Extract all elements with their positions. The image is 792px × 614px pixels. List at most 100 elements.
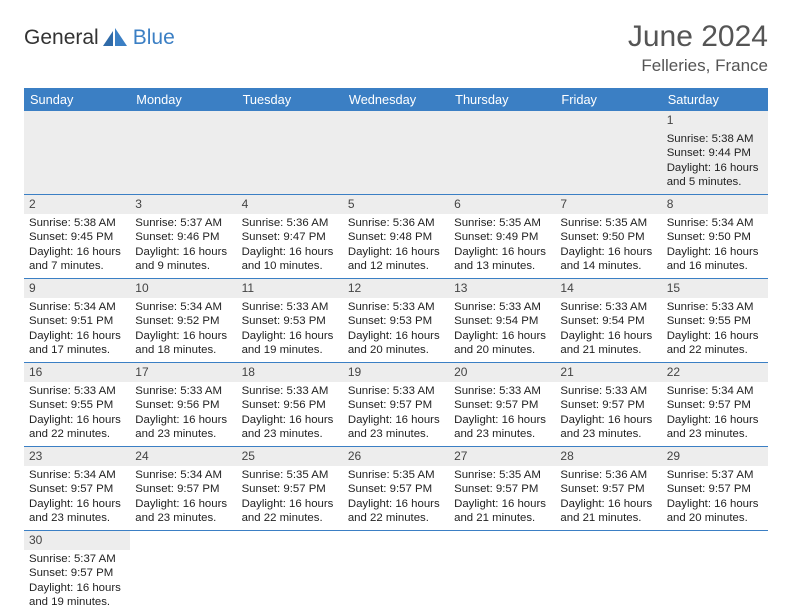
calendar-cell — [449, 531, 555, 614]
calendar-row: 1 Sunrise: 5:38 AMSunset: 9:44 PMDaylight… — [24, 111, 768, 195]
day-details: Sunrise: 5:33 AMSunset: 9:57 PMDaylight:… — [454, 384, 550, 441]
calendar-cell: 17 Sunrise: 5:33 AMSunset: 9:56 PMDayligh… — [130, 363, 236, 447]
calendar-cell: 18 Sunrise: 5:33 AMSunset: 9:56 PMDayligh… — [237, 363, 343, 447]
day-details: Sunrise: 5:34 AMSunset: 9:51 PMDaylight:… — [29, 300, 125, 357]
calendar-cell: 29 Sunrise: 5:37 AMSunset: 9:57 PMDayligh… — [662, 447, 768, 531]
calendar-row: 9 Sunrise: 5:34 AMSunset: 9:51 PMDaylight… — [24, 279, 768, 363]
calendar-row: 23 Sunrise: 5:34 AMSunset: 9:57 PMDayligh… — [24, 447, 768, 531]
calendar-cell — [24, 111, 130, 195]
calendar-cell — [343, 531, 449, 614]
calendar-cell: 3Sunrise: 5:37 AMSunset: 9:46 PMDaylight… — [130, 195, 236, 279]
calendar-cell: 25 Sunrise: 5:35 AMSunset: 9:57 PMDayligh… — [237, 447, 343, 531]
calendar-cell: 10Sunrise: 5:34 AMSunset: 9:52 PMDayligh… — [130, 279, 236, 363]
calendar-cell: 21Sunrise: 5:33 AMSunset: 9:57 PMDayligh… — [555, 363, 661, 447]
day-details: Sunrise: 5:34 AMSunset: 9:57 PMDaylight:… — [135, 468, 231, 525]
calendar-cell — [237, 531, 343, 614]
day-details: Sunrise: 5:35 AMSunset: 9:49 PMDaylight:… — [454, 216, 550, 273]
day-details: Sunrise: 5:33 AMSunset: 9:57 PMDaylight:… — [348, 384, 444, 441]
day-details: Sunrise: 5:36 AMSunset: 9:47 PMDaylight:… — [242, 216, 338, 273]
calendar-cell: 20 Sunrise: 5:33 AMSunset: 9:57 PMDayligh… — [449, 363, 555, 447]
weekday-header: Saturday — [662, 88, 768, 111]
day-number: 17 — [130, 363, 236, 382]
weekday-header-row: Sunday Monday Tuesday Wednesday Thursday… — [24, 88, 768, 111]
day-details: Sunrise: 5:34 AMSunset: 9:57 PMDaylight:… — [29, 468, 125, 525]
day-number: 18 — [237, 363, 343, 382]
calendar-cell: 19 Sunrise: 5:33 AMSunset: 9:57 PMDayligh… — [343, 363, 449, 447]
day-number: 30 — [24, 531, 130, 550]
day-details: Sunrise: 5:36 AMSunset: 9:57 PMDaylight:… — [560, 468, 656, 525]
calendar-cell: 5Sunrise: 5:36 AMSunset: 9:48 PMDaylight… — [343, 195, 449, 279]
day-number: 19 — [343, 363, 449, 382]
calendar-cell: 27 Sunrise: 5:35 AMSunset: 9:57 PMDayligh… — [449, 447, 555, 531]
calendar-cell: 8Sunrise: 5:34 AMSunset: 9:50 PMDaylight… — [662, 195, 768, 279]
day-details: Sunrise: 5:33 AMSunset: 9:54 PMDaylight:… — [454, 300, 550, 357]
day-details: Sunrise: 5:33 AMSunset: 9:56 PMDaylight:… — [242, 384, 338, 441]
calendar-cell: 7Sunrise: 5:35 AMSunset: 9:50 PMDaylight… — [555, 195, 661, 279]
calendar-cell: 23 Sunrise: 5:34 AMSunset: 9:57 PMDayligh… — [24, 447, 130, 531]
calendar-cell: 13 Sunrise: 5:33 AMSunset: 9:54 PMDayligh… — [449, 279, 555, 363]
day-details: Sunrise: 5:33 AMSunset: 9:56 PMDaylight:… — [135, 384, 231, 441]
day-number: 28 — [555, 447, 661, 466]
day-number: 11 — [237, 279, 343, 298]
day-number: 6 — [449, 195, 555, 214]
logo: General Blue — [24, 26, 175, 50]
day-details: Sunrise: 5:33 AMSunset: 9:53 PMDaylight:… — [242, 300, 338, 357]
day-number: 23 — [24, 447, 130, 466]
calendar-cell — [555, 531, 661, 614]
day-details: Sunrise: 5:38 AMSunset: 9:44 PMDaylight:… — [667, 132, 763, 189]
weekday-header: Tuesday — [237, 88, 343, 111]
day-number: 27 — [449, 447, 555, 466]
day-number: 29 — [662, 447, 768, 466]
day-details: Sunrise: 5:35 AMSunset: 9:50 PMDaylight:… — [560, 216, 656, 273]
calendar-cell: 30 Sunrise: 5:37 AMSunset: 9:57 PMDayligh… — [24, 531, 130, 614]
day-number: 3 — [130, 195, 236, 214]
calendar-cell — [449, 111, 555, 195]
day-number: 4 — [237, 195, 343, 214]
day-details: Sunrise: 5:35 AMSunset: 9:57 PMDaylight:… — [454, 468, 550, 525]
calendar-cell: 12Sunrise: 5:33 AMSunset: 9:53 PMDayligh… — [343, 279, 449, 363]
day-number: 25 — [237, 447, 343, 466]
day-number: 26 — [343, 447, 449, 466]
day-number: 5 — [343, 195, 449, 214]
day-details: Sunrise: 5:33 AMSunset: 9:55 PMDaylight:… — [667, 300, 763, 357]
calendar-cell — [343, 111, 449, 195]
calendar-cell: 24Sunrise: 5:34 AMSunset: 9:57 PMDayligh… — [130, 447, 236, 531]
title-block: June 2024 Felleries, France — [628, 20, 768, 76]
day-number: 15 — [662, 279, 768, 298]
day-details: Sunrise: 5:33 AMSunset: 9:57 PMDaylight:… — [560, 384, 656, 441]
calendar-cell — [662, 531, 768, 614]
logo-sail-icon — [103, 28, 129, 48]
day-number: 14 — [555, 279, 661, 298]
day-details: Sunrise: 5:33 AMSunset: 9:53 PMDaylight:… — [348, 300, 444, 357]
day-number: 22 — [662, 363, 768, 382]
header: General Blue June 2024 Felleries, France — [24, 20, 768, 76]
day-details: Sunrise: 5:38 AMSunset: 9:45 PMDaylight:… — [29, 216, 125, 273]
logo-text-blue: Blue — [133, 26, 175, 50]
day-number: 8 — [662, 195, 768, 214]
day-details: Sunrise: 5:35 AMSunset: 9:57 PMDaylight:… — [242, 468, 338, 525]
month-title: June 2024 — [628, 20, 768, 54]
calendar-cell: 22Sunrise: 5:34 AMSunset: 9:57 PMDayligh… — [662, 363, 768, 447]
weekday-header: Monday — [130, 88, 236, 111]
calendar-cell — [555, 111, 661, 195]
day-details: Sunrise: 5:37 AMSunset: 9:57 PMDaylight:… — [667, 468, 763, 525]
day-number: 1 — [662, 111, 768, 130]
weekday-header: Friday — [555, 88, 661, 111]
calendar-row: 16 Sunrise: 5:33 AMSunset: 9:55 PMDayligh… — [24, 363, 768, 447]
weekday-header: Thursday — [449, 88, 555, 111]
day-number: 20 — [449, 363, 555, 382]
weekday-header: Wednesday — [343, 88, 449, 111]
calendar-cell: 1 Sunrise: 5:38 AMSunset: 9:44 PMDaylight… — [662, 111, 768, 195]
day-number: 9 — [24, 279, 130, 298]
day-details: Sunrise: 5:37 AMSunset: 9:57 PMDaylight:… — [29, 552, 125, 609]
day-details: Sunrise: 5:35 AMSunset: 9:57 PMDaylight:… — [348, 468, 444, 525]
day-number: 16 — [24, 363, 130, 382]
calendar-cell: 6 Sunrise: 5:35 AMSunset: 9:49 PMDaylight… — [449, 195, 555, 279]
calendar-cell: 26 Sunrise: 5:35 AMSunset: 9:57 PMDayligh… — [343, 447, 449, 531]
calendar-row: 2Sunrise: 5:38 AMSunset: 9:45 PMDaylight… — [24, 195, 768, 279]
calendar-cell: 28 Sunrise: 5:36 AMSunset: 9:57 PMDayligh… — [555, 447, 661, 531]
calendar-table: Sunday Monday Tuesday Wednesday Thursday… — [24, 88, 768, 614]
calendar-cell: 16 Sunrise: 5:33 AMSunset: 9:55 PMDayligh… — [24, 363, 130, 447]
day-details: Sunrise: 5:33 AMSunset: 9:55 PMDaylight:… — [29, 384, 125, 441]
day-number: 13 — [449, 279, 555, 298]
